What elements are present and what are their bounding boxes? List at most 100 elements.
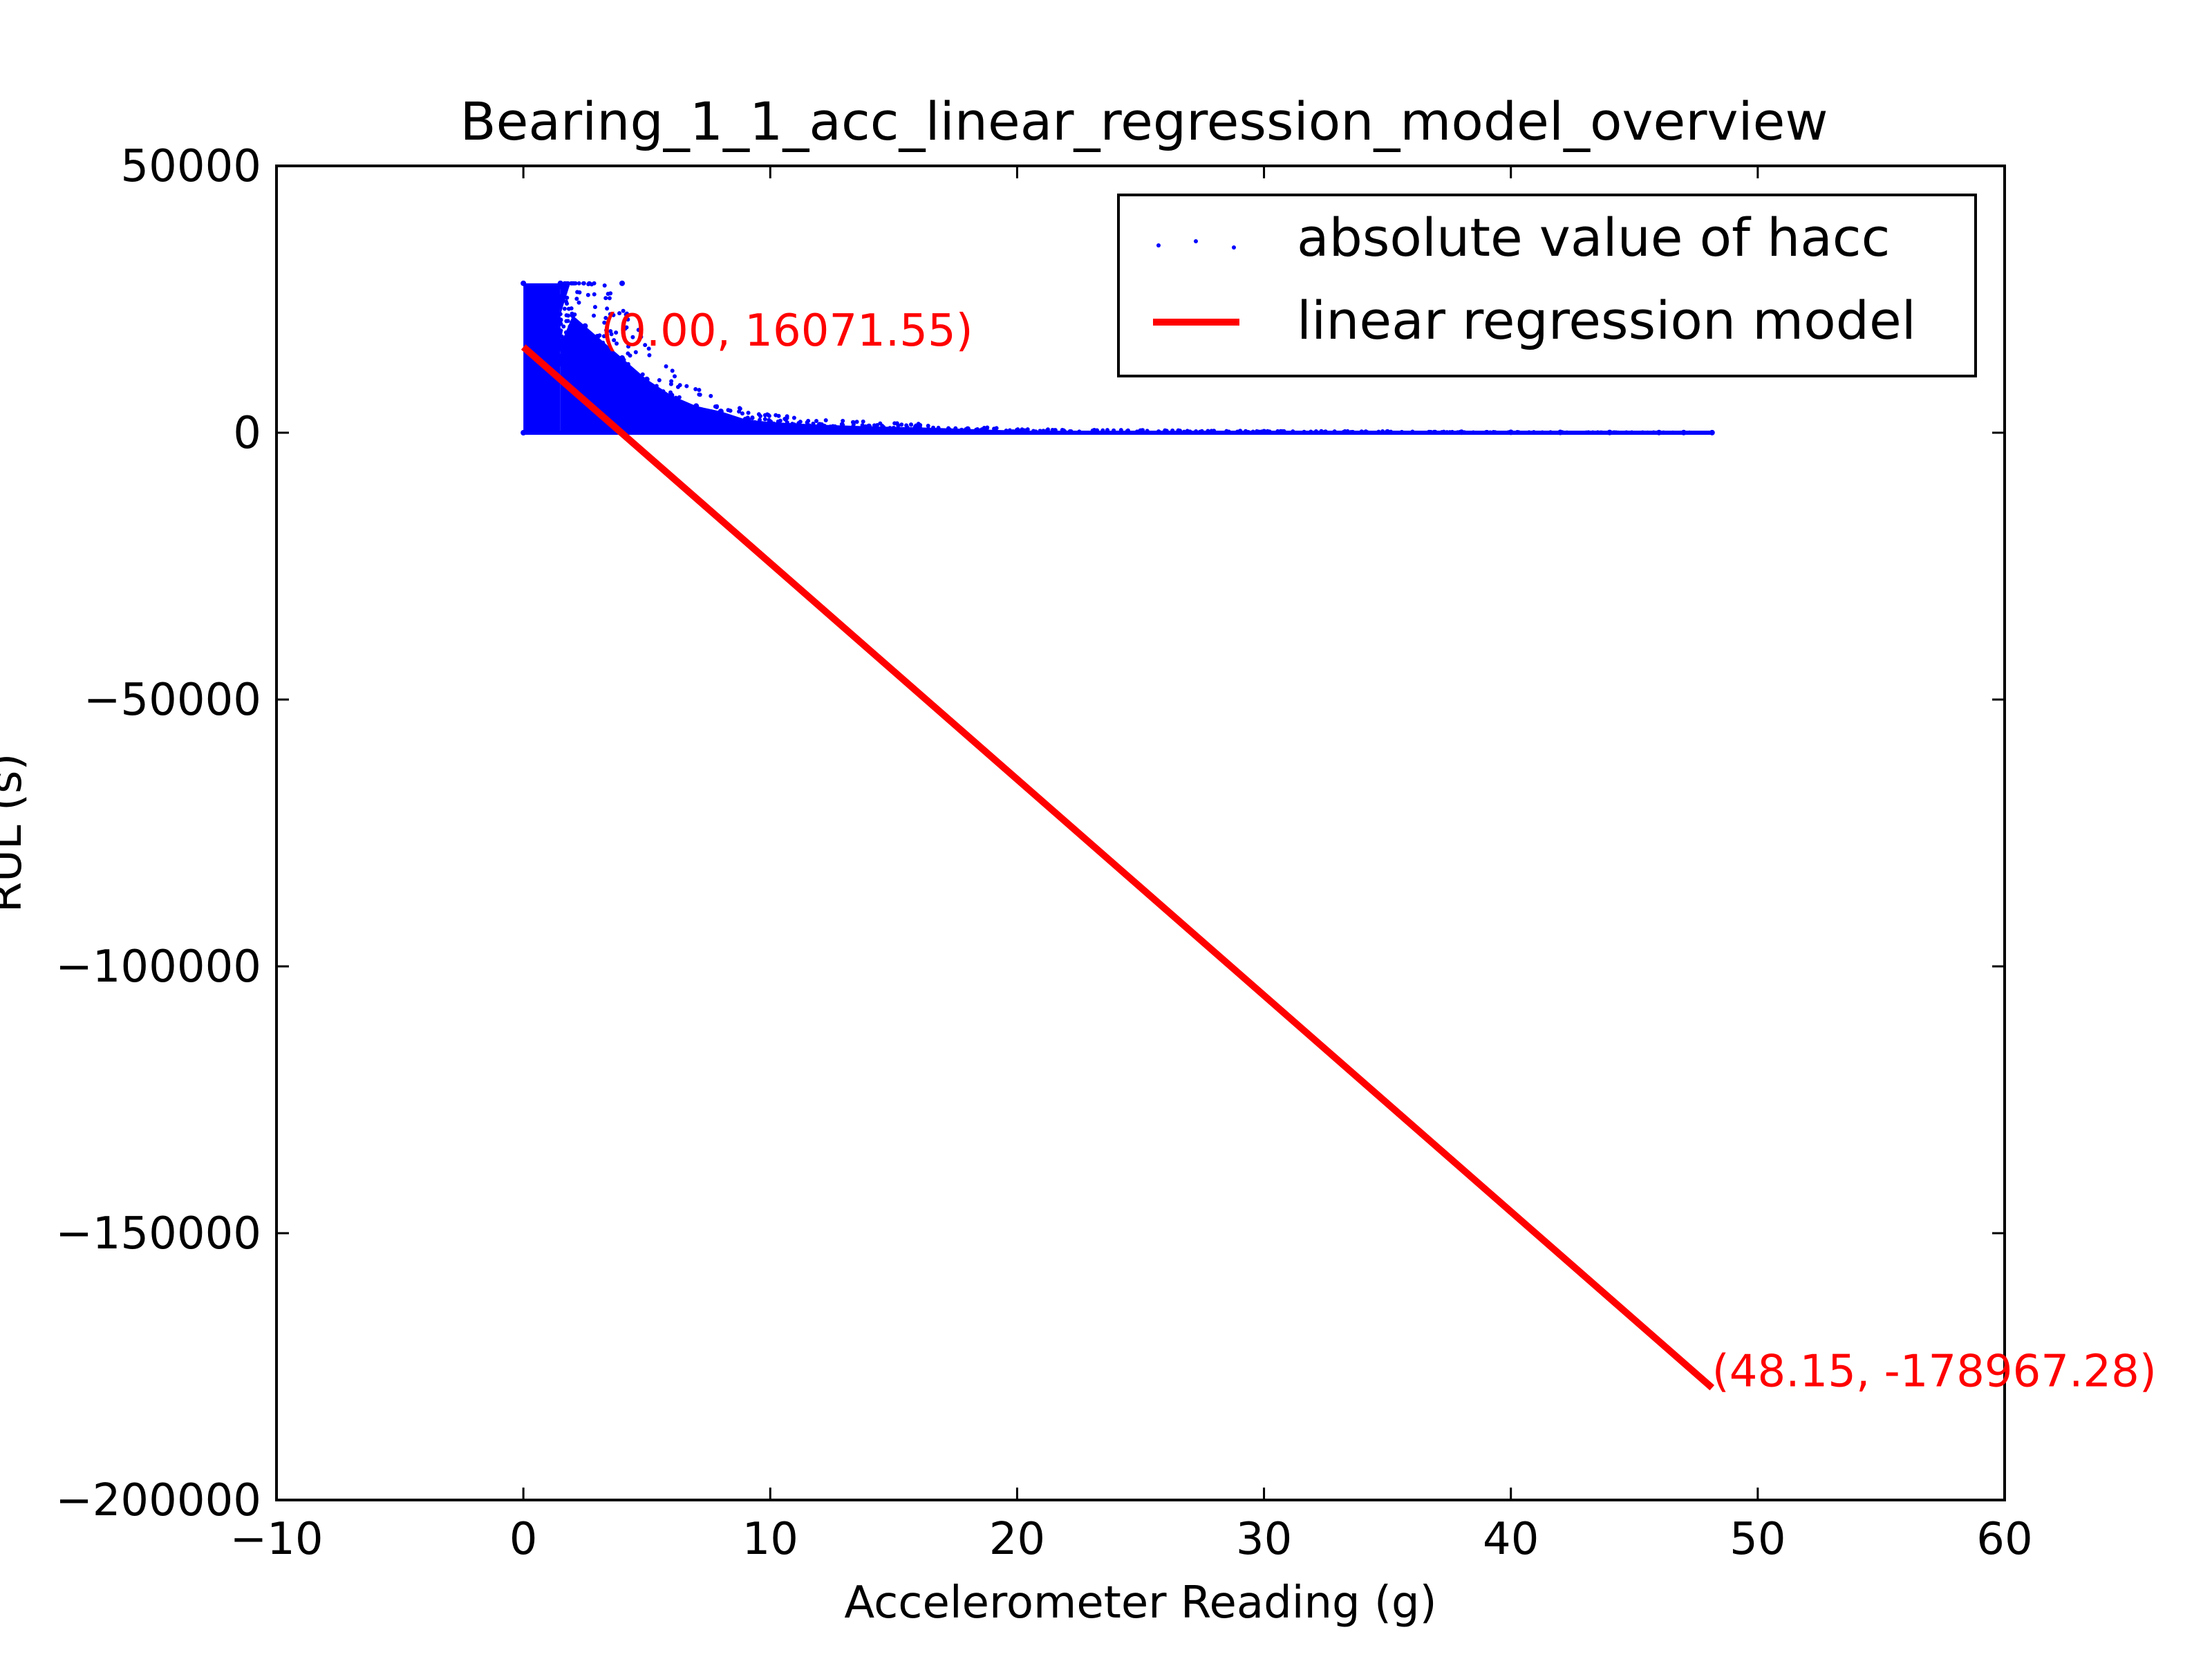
scatter-point	[861, 419, 865, 424]
scatter-point	[715, 404, 720, 409]
scatter-envelope	[523, 283, 1712, 433]
scatter-point	[757, 422, 762, 427]
scatter-point	[964, 427, 968, 432]
scatter-point	[727, 419, 732, 424]
scatter-point	[568, 339, 573, 344]
y-tick-label: −100000	[55, 941, 261, 993]
scatter-point	[917, 427, 921, 431]
scatter-point	[565, 332, 570, 337]
scatter-point	[647, 353, 652, 357]
scatter-point	[626, 351, 630, 356]
scatter-point	[566, 364, 571, 369]
scatter-point	[697, 388, 702, 393]
scatter-point	[558, 301, 563, 306]
scatter-point	[597, 333, 602, 338]
scatter-point	[630, 335, 635, 339]
scatter-point	[866, 423, 872, 429]
scatter-point	[657, 377, 662, 382]
scatter-point	[718, 409, 724, 415]
scatter-point	[571, 319, 576, 324]
scatter-point	[693, 410, 698, 415]
scatter-point	[577, 290, 582, 295]
scatter-point	[563, 363, 568, 368]
scatter-point	[587, 281, 592, 285]
scatter-point	[560, 339, 565, 344]
x-tick-label: −10	[229, 1514, 323, 1565]
scatter-point	[872, 427, 877, 431]
scatter-point	[611, 312, 616, 317]
legend-label-line: linear regression model	[1297, 290, 1916, 351]
scatter-point	[606, 292, 610, 297]
scatter-point	[746, 411, 751, 415]
scatter-point	[894, 421, 899, 426]
x-tick-label: 30	[1236, 1514, 1292, 1565]
scatter-point	[985, 425, 990, 430]
scatter-point	[914, 423, 919, 428]
scatter-point	[709, 393, 713, 398]
scatter-point	[758, 418, 762, 422]
scatter-point	[566, 358, 571, 363]
scatter-point	[715, 412, 720, 417]
scatter-point	[587, 334, 592, 339]
scatter-point	[878, 421, 883, 426]
scatter-point	[619, 280, 625, 286]
scatter-point	[603, 348, 608, 353]
scatter-point	[592, 292, 597, 297]
scatter-point	[670, 368, 675, 373]
scatter-point	[790, 422, 795, 427]
scatter-point	[726, 408, 731, 413]
scatter-point	[683, 409, 688, 413]
annotation-label: (48.15, -178967.28)	[1712, 1347, 2157, 1398]
scatter-point	[620, 381, 625, 386]
y-tick-label: −150000	[55, 1208, 261, 1259]
scatter-point	[851, 422, 856, 427]
y-axis-label: RUL (s)	[0, 753, 32, 913]
scatter-point	[789, 424, 794, 429]
scatter-point	[688, 405, 693, 410]
scatter-point	[574, 297, 579, 301]
scatter-point	[771, 421, 776, 426]
scatter-point	[649, 383, 654, 388]
scatter-point	[605, 306, 610, 311]
scatter-point	[581, 343, 585, 348]
scatter-point	[565, 295, 570, 300]
x-tick-label: 20	[989, 1514, 1045, 1565]
scatter-point	[828, 424, 833, 429]
scatter-point	[664, 364, 668, 368]
scatter-point	[577, 281, 581, 285]
scatter-point	[673, 395, 678, 400]
scatter-point	[615, 341, 619, 346]
scatter-point	[668, 390, 673, 395]
scatter-point	[639, 335, 644, 339]
scatter-point	[710, 409, 715, 414]
scatter-point	[840, 422, 845, 427]
scatter-point	[756, 412, 761, 417]
scatter-point	[568, 333, 573, 338]
x-tick-label: 0	[509, 1514, 538, 1565]
scatter-point	[601, 340, 606, 345]
scatter-point	[762, 417, 767, 422]
scatter-point	[738, 420, 742, 425]
scatter-point	[561, 324, 566, 329]
scatter-point	[665, 402, 670, 406]
scatter-point	[561, 360, 565, 365]
scatter-point	[668, 398, 673, 403]
scatter-point	[621, 308, 626, 313]
scatter-point	[602, 283, 607, 288]
scatter-point	[581, 365, 585, 370]
scatter-point	[697, 392, 702, 397]
scatter-point	[891, 425, 896, 430]
scatter-point	[521, 280, 527, 286]
annotation-label: (0.00, 16071.55)	[601, 306, 973, 357]
y-tick-label: −50000	[84, 675, 261, 726]
x-tick-label: 10	[742, 1514, 798, 1565]
scatter-point	[747, 417, 751, 422]
scatter-point	[749, 420, 754, 425]
scatter-point	[558, 304, 563, 309]
scatter-point	[823, 418, 828, 422]
scatter-point	[606, 355, 610, 359]
scatter-point	[832, 424, 837, 429]
scatter-point	[624, 311, 629, 316]
plot-area	[275, 165, 2006, 1501]
scatter-point	[637, 381, 641, 386]
